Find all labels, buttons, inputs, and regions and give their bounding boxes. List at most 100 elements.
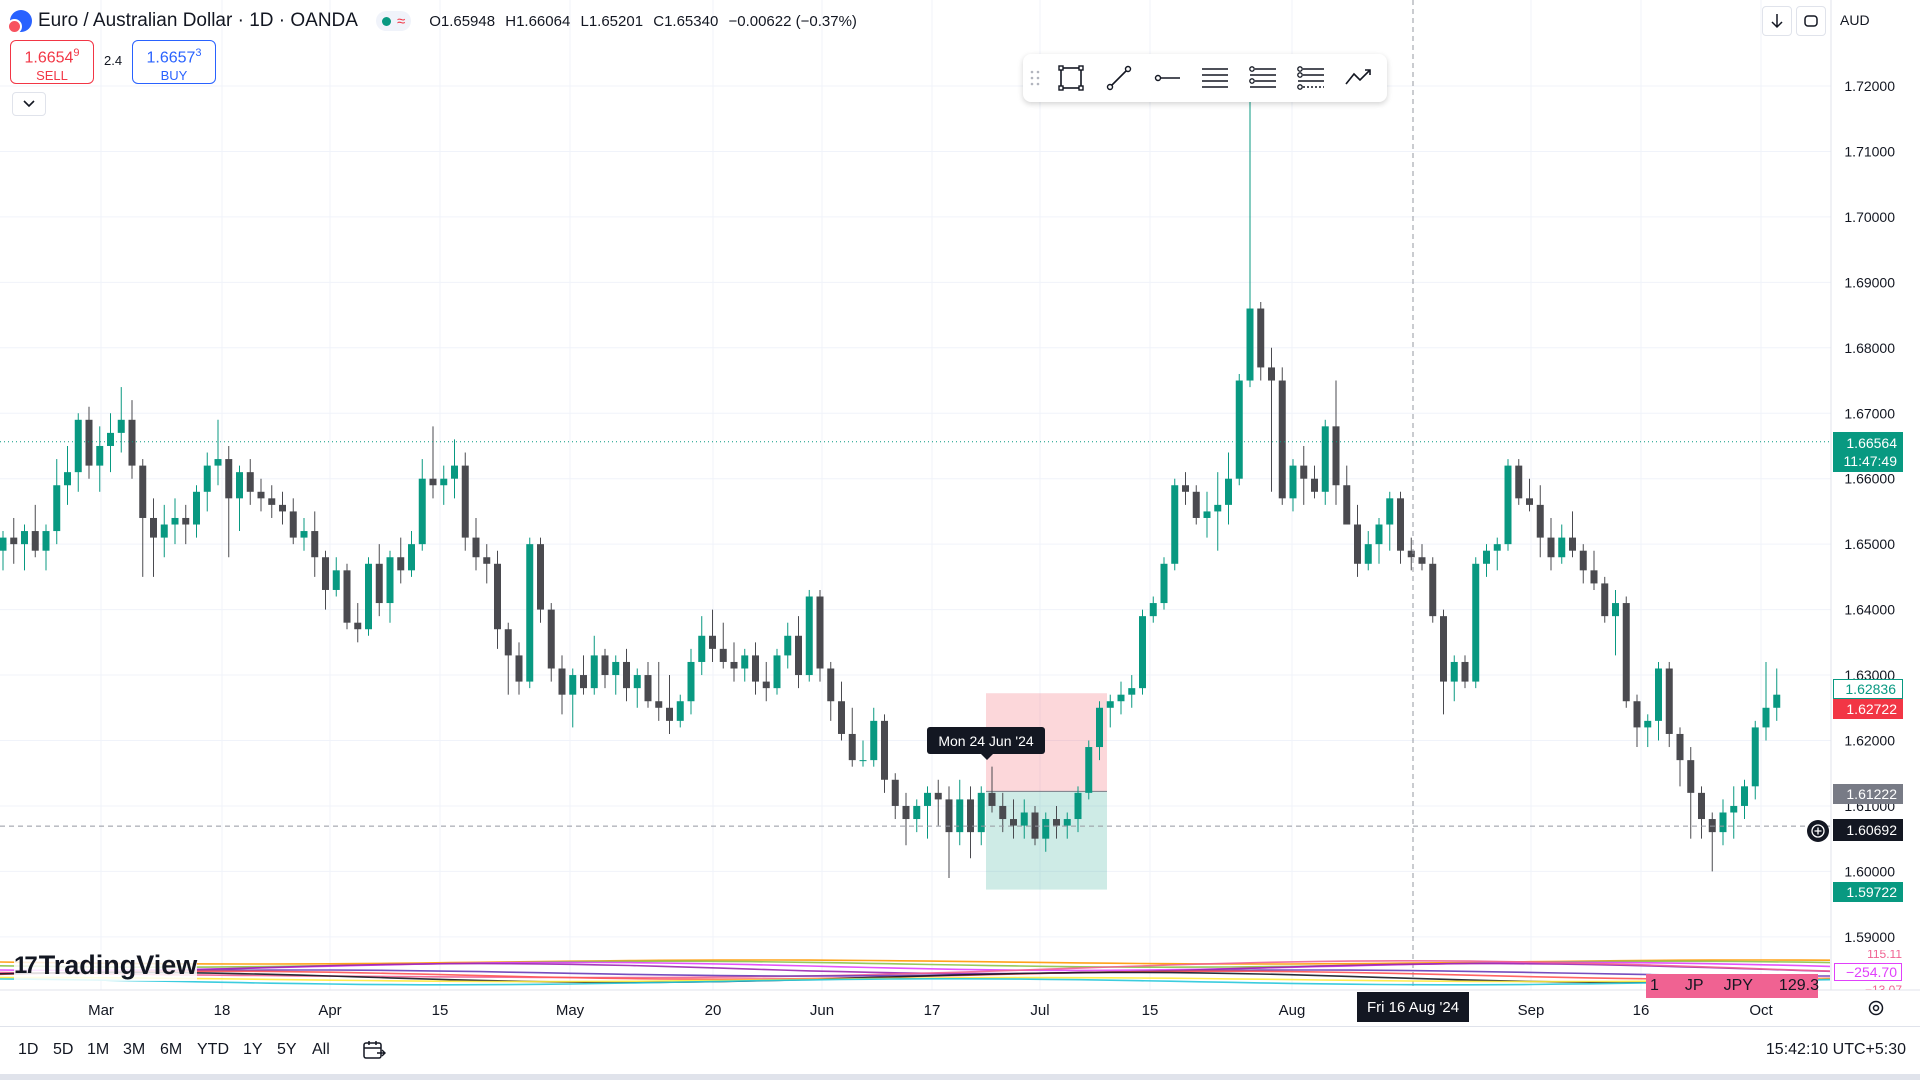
candle-down [1547, 537, 1555, 558]
candle-up [1483, 550, 1490, 564]
buy-button[interactable]: 1.66573 BUY [132, 40, 216, 84]
arrow-down-icon [1771, 14, 1783, 29]
candle-up [773, 655, 781, 689]
candle-down [1311, 478, 1318, 492]
candle-up [21, 531, 28, 545]
range-button-all[interactable]: All [312, 1041, 330, 1058]
candle-up [1472, 563, 1480, 682]
candle-up [160, 524, 168, 538]
date-range-button[interactable] [362, 1039, 386, 1066]
download-button[interactable] [1762, 6, 1792, 36]
candle-up [1655, 668, 1662, 721]
candle-down [322, 557, 329, 590]
candle-down [1182, 485, 1189, 492]
candle-up [451, 465, 458, 479]
candle-up [633, 675, 641, 689]
time-tick-label: 17 [924, 1002, 941, 1019]
candle-down [1590, 570, 1598, 584]
candle-down [762, 681, 770, 689]
refresh-button[interactable] [1796, 6, 1826, 36]
chart-grid [0, 0, 1831, 990]
range-button-ytd[interactable]: YTD [197, 1041, 229, 1058]
ohlc-close: C1.65340 [653, 12, 719, 30]
time-tick-label: Oct [1749, 1002, 1773, 1019]
candle-up [107, 432, 114, 446]
indicator-value-label: −254.70 [1834, 963, 1902, 981]
time-tick-label: Aug [1279, 1002, 1306, 1019]
candle-down [504, 629, 512, 656]
sell-button[interactable]: 1.66549 SELL [10, 40, 94, 84]
candle-down [1397, 498, 1404, 551]
candle-down [1526, 498, 1533, 505]
stop-price-label: 1.62722 [1833, 699, 1903, 719]
bottom-strip [0, 1074, 1920, 1080]
toolbar-drag-handle[interactable] [1023, 56, 1047, 100]
fib-retracement-tool-button[interactable] [1239, 56, 1287, 100]
utc-clock[interactable]: 15:42:10 UTC+5:30 [1765, 1041, 1906, 1058]
candle-up [42, 531, 50, 551]
candle-down [848, 733, 856, 761]
crosshair-date-label: Fri 16 Aug '24 [1357, 992, 1469, 1022]
candle-down [816, 596, 824, 669]
candle-up [784, 635, 792, 656]
candle-up [96, 445, 104, 466]
candle-up [1773, 694, 1781, 708]
current-price-label: 1.66564 11:47:49 [1833, 432, 1903, 472]
candle-down [547, 609, 555, 669]
fib-retracement-icon [1249, 66, 1276, 88]
indicator-chip: 1 JP JPY 129.3 [1646, 974, 1819, 998]
candle-down [623, 661, 630, 689]
candle-up [64, 472, 71, 486]
candle-up [365, 563, 372, 630]
market-status[interactable]: ≈ [375, 11, 412, 31]
candle-down [85, 419, 93, 466]
currency-selector[interactable]: AUD [1840, 12, 1870, 28]
candle-up [924, 792, 931, 806]
chart-settings-button[interactable] [1866, 998, 1886, 1018]
target-price-label: 1.59722 [1833, 882, 1903, 902]
add-alert-button[interactable] [1807, 820, 1829, 842]
candle-date-tooltip: Mon 24 Jun '24 [927, 727, 1045, 760]
parallel-channel-tool-button[interactable] [1191, 56, 1239, 100]
fib-extension-tool-button[interactable] [1287, 56, 1335, 100]
trend-line-tool-button[interactable] [1095, 56, 1143, 100]
symbol-title[interactable]: Euro / Australian Dollar · 1D · OANDA [38, 10, 358, 31]
candle-up [1246, 308, 1254, 381]
horizontal-ray-tool-button[interactable] [1143, 56, 1191, 100]
range-button-5d[interactable]: 5D [53, 1041, 74, 1058]
rectangle-tool-button[interactable] [1047, 56, 1095, 100]
candle-down [1268, 367, 1275, 381]
range-button-1d[interactable]: 1D [18, 1041, 39, 1058]
collapse-legend-button[interactable] [12, 92, 46, 116]
candle-down [10, 537, 18, 545]
symbol-legend: Euro / Australian Dollar · 1D · OANDA ≈ … [7, 8, 857, 34]
price-tick-label: 1.59000 [1844, 929, 1895, 945]
range-button-5y[interactable]: 5Y [277, 1041, 297, 1058]
forecast-tool-button[interactable] [1335, 56, 1383, 100]
indicator-line [0, 978, 1831, 986]
range-button-3m[interactable]: 3M [123, 1041, 146, 1058]
time-tick-label: Mar [88, 1002, 114, 1019]
range-button-6m[interactable]: 6M [160, 1041, 183, 1058]
tradingview-logo[interactable]: 17 TradingView [14, 950, 198, 981]
candle-down [1407, 550, 1415, 558]
candle-up [956, 799, 964, 833]
candle-down [1418, 557, 1426, 564]
candle-down [1257, 308, 1265, 368]
candle-up [1149, 603, 1157, 617]
horizontal-ray-icon [1154, 74, 1180, 82]
candle-up [1719, 812, 1727, 833]
sell-price: 1.6654 [24, 49, 74, 67]
candle-up [1096, 707, 1103, 748]
chevron-down-icon [23, 100, 35, 108]
indicator-value-top: 115.11 [1867, 950, 1902, 960]
sell-label: SELL [36, 68, 68, 84]
range-button-1y[interactable]: 1Y [243, 1041, 263, 1058]
candle-up [913, 805, 921, 820]
candle-down [902, 805, 910, 820]
candle-up [1321, 426, 1329, 492]
candle-down [1461, 661, 1469, 682]
range-button-1m[interactable]: 1M [87, 1041, 110, 1058]
candle-up [1235, 380, 1243, 479]
